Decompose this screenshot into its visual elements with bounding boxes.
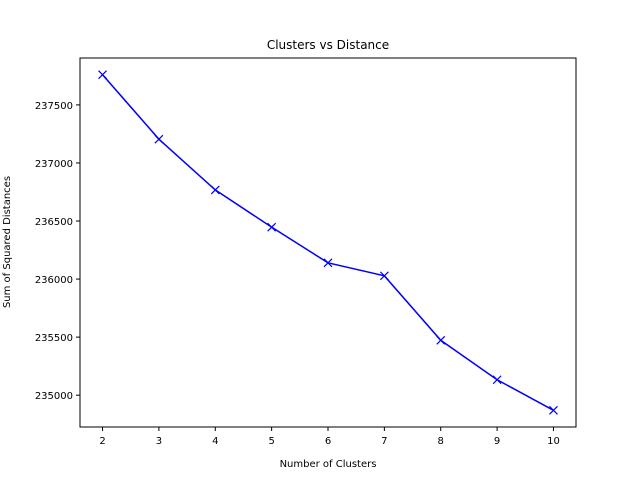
- x-tick-label: 9: [494, 436, 500, 447]
- data-point-marker: [436, 335, 446, 345]
- data-point-marker: [379, 271, 389, 281]
- x-tick-label: 6: [325, 436, 331, 447]
- data-point-marker: [492, 375, 502, 385]
- x-tick-label: 8: [438, 436, 444, 447]
- x-tick-label: 4: [212, 436, 218, 447]
- data-point-marker: [549, 405, 558, 415]
- plot-frame: [79, 57, 577, 428]
- data-point-marker: [267, 222, 277, 232]
- x-tick-label: 7: [381, 436, 387, 447]
- data-point-marker: [98, 70, 107, 80]
- x-tick-label: 5: [268, 436, 274, 447]
- y-tick-label: 236000: [35, 275, 73, 286]
- x-tick-label: 2: [99, 436, 105, 447]
- x-axis-label: Number of Clusters: [280, 459, 377, 470]
- y-tick-label: 235500: [35, 333, 73, 344]
- series-layer: [98, 70, 558, 415]
- y-tick-label: 237000: [35, 159, 73, 170]
- plot-background: [80, 58, 576, 427]
- plot-area: 2 3 4 5 6 7 8 9 10 235000 235500 236000 236500 23700…: [35, 57, 577, 447]
- y-tick-label: 235000: [35, 391, 73, 402]
- data-point-marker: [154, 134, 164, 144]
- y-tick-label: 236500: [35, 217, 73, 228]
- chart-title: Clusters vs Distance: [267, 38, 389, 52]
- x-tick-label: 3: [156, 436, 162, 447]
- y-tick-label: 237500: [35, 101, 73, 112]
- data-point-marker: [210, 185, 220, 195]
- x-axis: 2 3 4 5 6 7 8 9 10: [99, 427, 560, 447]
- data-point-marker: [323, 258, 333, 268]
- x-tick-label: 10: [547, 436, 560, 447]
- y-axis-label: Sum of Squared Distances: [2, 176, 13, 308]
- y-axis: 235000 235500 236000 236500 237000 237500: [35, 101, 80, 402]
